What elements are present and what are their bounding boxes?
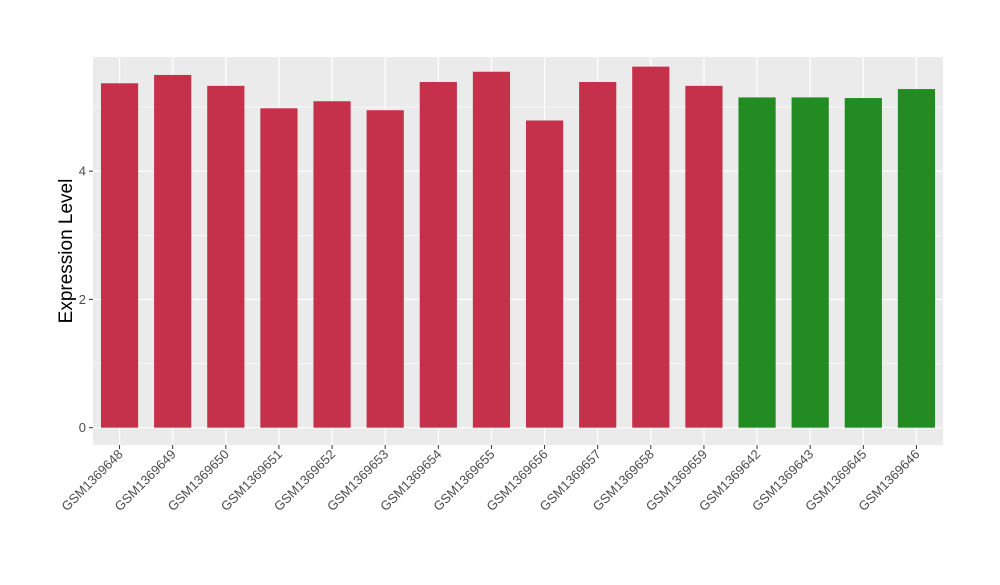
bar bbox=[313, 101, 351, 428]
bar bbox=[738, 97, 776, 428]
y-tick-label: 2 bbox=[79, 292, 86, 307]
bars bbox=[100, 66, 936, 428]
bar bbox=[525, 120, 564, 428]
bar bbox=[419, 82, 457, 428]
bar bbox=[632, 66, 670, 428]
bar bbox=[366, 110, 404, 428]
bar bbox=[154, 74, 192, 428]
bar bbox=[685, 85, 723, 428]
bar bbox=[207, 85, 245, 428]
bar bbox=[897, 89, 936, 428]
y-tick-label: 0 bbox=[79, 420, 86, 435]
bar bbox=[791, 97, 829, 428]
x-axis: GSM1369648GSM1369649GSM1369650GSM1369651… bbox=[58, 445, 923, 514]
bar bbox=[260, 108, 298, 428]
bar bbox=[844, 98, 882, 428]
y-axis: 0 2 4 bbox=[79, 164, 93, 435]
y-axis-label: Expression Level bbox=[56, 179, 77, 324]
bar bbox=[472, 71, 511, 428]
bar bbox=[100, 83, 139, 428]
bar bbox=[579, 82, 617, 428]
y-tick-label: 4 bbox=[79, 164, 86, 179]
